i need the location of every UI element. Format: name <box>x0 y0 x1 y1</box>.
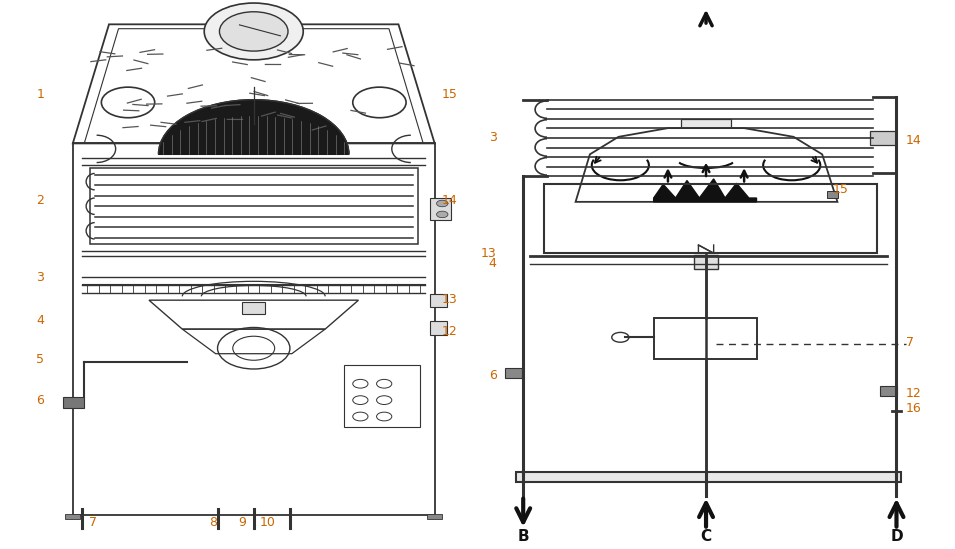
Text: 9: 9 <box>238 516 246 529</box>
Text: 7: 7 <box>906 336 914 349</box>
Bar <box>63 397 84 408</box>
Text: 4: 4 <box>489 256 497 270</box>
Bar <box>870 131 897 145</box>
Bar <box>505 368 522 378</box>
Text: C: C <box>700 529 711 544</box>
Bar <box>427 514 442 519</box>
Polygon shape <box>576 128 838 202</box>
Text: 3: 3 <box>489 131 497 144</box>
Text: B: B <box>518 529 529 544</box>
Text: 12: 12 <box>906 387 922 400</box>
Text: 1: 1 <box>36 88 44 101</box>
Text: 15: 15 <box>833 183 849 197</box>
Text: 12: 12 <box>441 326 457 338</box>
Bar <box>90 168 417 244</box>
Text: 7: 7 <box>89 516 96 529</box>
Text: 6: 6 <box>489 368 497 382</box>
Bar <box>243 302 265 315</box>
Bar <box>65 514 80 519</box>
Bar <box>544 184 878 253</box>
Polygon shape <box>653 179 756 202</box>
Text: 15: 15 <box>441 88 457 101</box>
Bar <box>430 294 447 307</box>
Bar <box>516 472 902 482</box>
Bar <box>653 318 756 359</box>
Bar <box>881 386 898 396</box>
Text: 5: 5 <box>36 352 44 366</box>
Text: 8: 8 <box>209 516 218 529</box>
Text: 13: 13 <box>441 293 457 306</box>
Bar <box>344 365 420 428</box>
Bar <box>827 192 838 198</box>
Circle shape <box>436 200 448 207</box>
Text: 10: 10 <box>260 516 276 529</box>
Wedge shape <box>159 100 349 154</box>
Text: 4: 4 <box>36 315 44 327</box>
Text: 16: 16 <box>906 402 922 415</box>
Bar <box>693 255 718 269</box>
Bar <box>73 143 435 515</box>
Text: D: D <box>890 529 902 544</box>
Circle shape <box>204 3 304 60</box>
Text: 2: 2 <box>36 194 44 208</box>
Text: 14: 14 <box>906 134 922 147</box>
Circle shape <box>220 12 288 51</box>
Text: 13: 13 <box>480 247 497 260</box>
Circle shape <box>436 211 448 218</box>
Bar <box>430 198 451 220</box>
Text: 14: 14 <box>441 194 457 208</box>
Text: 3: 3 <box>36 271 44 284</box>
Bar <box>681 119 731 129</box>
Bar <box>430 321 447 334</box>
Text: 6: 6 <box>36 394 44 407</box>
